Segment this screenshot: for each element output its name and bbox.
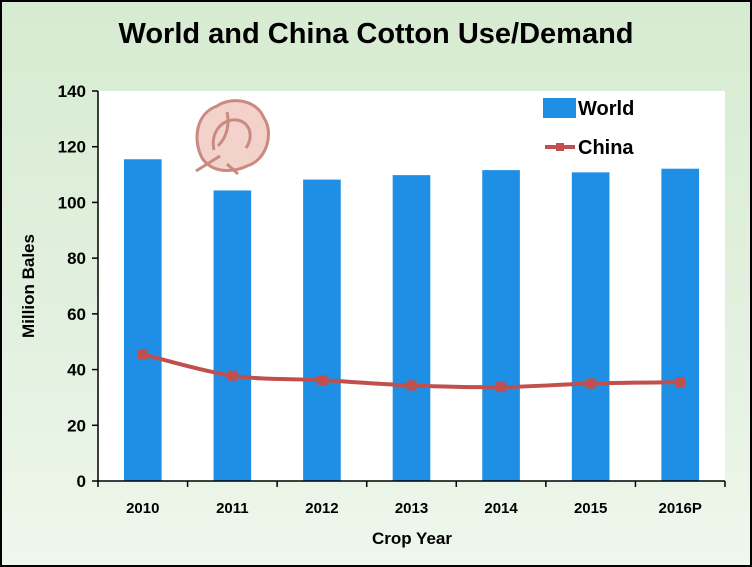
legend-china-marker [556, 143, 564, 151]
china-point [316, 375, 327, 386]
world-bar [661, 168, 700, 481]
legend-world-label: World [578, 98, 634, 120]
y-axis-label: Million Bales [19, 234, 38, 338]
y-tick-label: 60 [67, 305, 86, 324]
china-point [675, 377, 686, 388]
x-ticks-layer: 2010 2011 2012 2013 2014 2015 2016P [97, 481, 726, 517]
y-tick-label: 120 [58, 138, 86, 157]
china-point [496, 382, 507, 393]
world-bar [213, 190, 252, 481]
x-tick-label: 2016P [659, 500, 702, 517]
y-tick-label: 100 [58, 193, 86, 212]
y-tick-label: 20 [67, 416, 86, 435]
bars-layer [123, 159, 700, 482]
china-point [137, 349, 148, 360]
x-tick-label: 2014 [484, 500, 518, 517]
china-point [585, 378, 596, 389]
x-tick-label: 2010 [126, 500, 159, 517]
china-point [227, 370, 238, 381]
y-ticks-layer: 0 20 40 60 80 100 120 140 [58, 82, 98, 491]
world-bar [482, 170, 520, 481]
x-axis-label: Crop Year [372, 529, 452, 548]
chart-title: World and China Cotton Use/Demand [118, 18, 634, 50]
y-tick-label: 0 [77, 472, 86, 491]
world-bar [123, 159, 162, 481]
cotton-boll-icon [195, 99, 270, 176]
x-tick-label: 2012 [305, 500, 338, 517]
legend-world-swatch [543, 98, 576, 118]
y-tick-label: 40 [67, 361, 86, 380]
x-tick-label: 2011 [216, 500, 249, 517]
china-point [406, 380, 417, 391]
world-bar [392, 175, 431, 481]
legend-china-label: China [578, 137, 634, 159]
y-tick-label: 80 [67, 249, 86, 268]
line-series-layer [137, 349, 686, 393]
world-bar [571, 172, 610, 482]
legend: World China [543, 98, 634, 159]
x-tick-label: 2015 [574, 500, 607, 517]
y-tick-label: 140 [58, 82, 86, 101]
world-bar [303, 179, 341, 482]
x-tick-label: 2013 [395, 500, 428, 517]
